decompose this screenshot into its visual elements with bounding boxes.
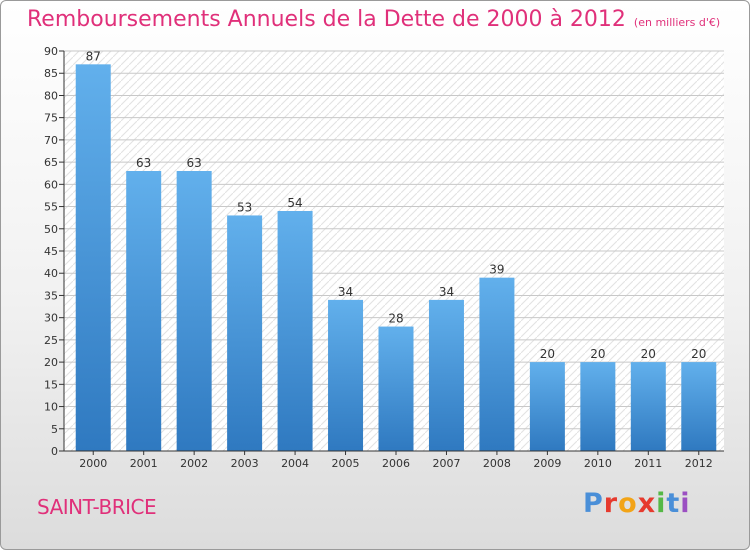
y-tick-label: 50 <box>44 223 58 236</box>
bar-value-label: 54 <box>287 196 302 210</box>
bar-2007 <box>428 299 464 451</box>
x-tick-label: 2009 <box>533 457 561 470</box>
y-tick-label: 55 <box>44 201 58 214</box>
bar-value-label: 87 <box>86 49 101 63</box>
bar-2006 <box>378 326 414 451</box>
bar-value-label: 20 <box>590 347 605 361</box>
y-tick-label: 40 <box>44 267 58 280</box>
x-tick-label: 2011 <box>634 457 662 470</box>
y-tick-label: 75 <box>44 112 58 125</box>
y-tick-label: 80 <box>44 89 58 102</box>
bar-2001 <box>126 171 162 451</box>
x-tick-label: 2006 <box>382 457 410 470</box>
bar-value-label: 63 <box>136 156 151 170</box>
x-tick-label: 2010 <box>584 457 612 470</box>
y-tick-label: 60 <box>44 178 58 191</box>
logo-letter-p: P <box>583 488 604 519</box>
commune-name: SAINT-BRICE <box>37 495 157 519</box>
bar-value-label: 20 <box>691 347 706 361</box>
x-tick-label: 2002 <box>180 457 208 470</box>
data-labels: 87 63 63 53 54 34 28 34 39 20 20 20 20 <box>86 49 707 361</box>
bars <box>75 64 717 452</box>
x-tick-label: 2008 <box>483 457 511 470</box>
bar-2000 <box>75 64 111 452</box>
x-tick-label: 2003 <box>231 457 259 470</box>
bar-2004 <box>277 211 313 451</box>
bar-value-label: 63 <box>187 156 202 170</box>
bar-value-label: 53 <box>237 200 252 214</box>
chart-title-text: Remboursements Annuels de la Dette de 20… <box>27 7 626 32</box>
logo-letter-o: o <box>618 488 638 519</box>
proxiti-logo[interactable]: Proxiti <box>583 488 691 519</box>
bar-2009 <box>529 362 565 451</box>
bar-2005 <box>328 299 364 451</box>
x-tick-label: 2000 <box>79 457 107 470</box>
y-tick-label: 25 <box>44 334 58 347</box>
x-tick-label: 2012 <box>685 457 713 470</box>
logo-letter-i2: i <box>680 488 691 519</box>
y-tick-label: 70 <box>44 134 58 147</box>
y-tick-label: 65 <box>44 156 58 169</box>
y-tick-label: 15 <box>44 378 58 391</box>
y-tick-label: 90 <box>44 45 58 58</box>
axes: 0 5 10 15 20 25 30 35 40 45 50 55 60 65 70 75 80 85 90 2000… <box>44 45 724 470</box>
y-tick-label: 20 <box>44 356 58 369</box>
y-tick-label: 10 <box>44 401 58 414</box>
bar-2008 <box>479 277 515 451</box>
chart-title: Remboursements Annuels de la Dette de 20… <box>27 7 720 32</box>
bar-value-label: 34 <box>439 285 454 299</box>
logo-letter-t: t <box>666 488 681 519</box>
logo-letter-i: i <box>656 488 667 519</box>
logo-letter-r: r <box>603 488 619 519</box>
logo-letter-x: x <box>637 488 657 519</box>
bar-2010 <box>580 362 616 451</box>
chart-subtitle: (en milliers d'€) <box>633 16 721 29</box>
bar-value-label: 28 <box>388 312 403 326</box>
y-tick-label: 45 <box>44 245 58 258</box>
bar-2011 <box>630 362 666 451</box>
bar-value-label: 20 <box>641 347 656 361</box>
bar-2012 <box>681 362 717 451</box>
y-tick-label: 0 <box>51 445 58 458</box>
x-tick-label: 2005 <box>332 457 360 470</box>
y-tick-label: 30 <box>44 312 58 325</box>
bar-value-label: 20 <box>540 347 555 361</box>
bar-value-label: 34 <box>338 285 353 299</box>
bar-value-label: 39 <box>489 263 504 277</box>
y-tick-label: 35 <box>44 289 58 302</box>
x-tick-label: 2007 <box>432 457 460 470</box>
bar-2003 <box>227 215 263 451</box>
bar-2002 <box>176 171 212 451</box>
y-tick-label: 85 <box>44 67 58 80</box>
y-tick-label: 5 <box>51 423 58 436</box>
x-tick-label: 2001 <box>130 457 158 470</box>
x-tick-label: 2004 <box>281 457 309 470</box>
